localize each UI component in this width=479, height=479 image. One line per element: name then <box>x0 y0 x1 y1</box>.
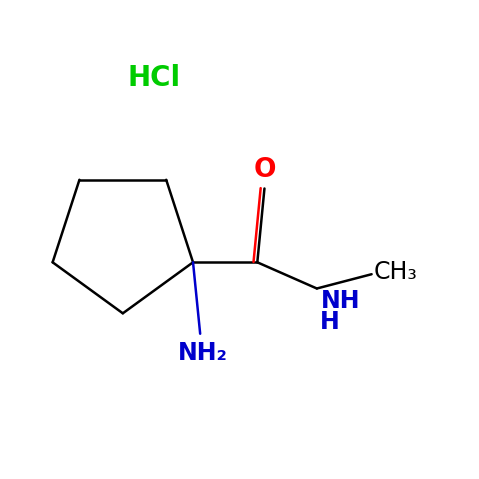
Text: NH: NH <box>320 288 360 312</box>
Text: O: O <box>253 158 276 183</box>
Text: H: H <box>320 310 340 334</box>
Text: NH₂: NH₂ <box>178 341 228 365</box>
Text: CH₃: CH₃ <box>374 260 418 284</box>
Text: HCl: HCl <box>127 64 180 91</box>
